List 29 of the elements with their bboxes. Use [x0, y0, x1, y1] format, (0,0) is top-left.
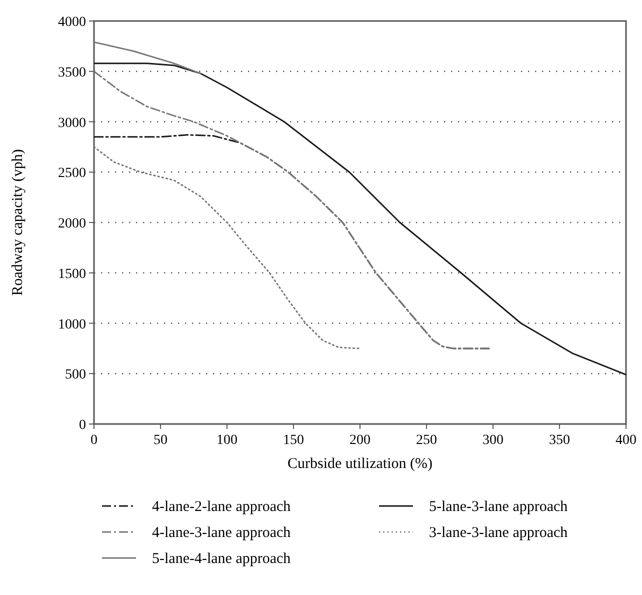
line-series — [94, 62, 626, 376]
y-axis-title: Roadway capacity (vph) — [10, 149, 26, 296]
x-tick-label: 100 — [216, 433, 238, 448]
x-tick-label: 400 — [616, 433, 636, 448]
legend-label: 5-lane-3-lane approach — [429, 499, 568, 515]
x-tick-label: 200 — [350, 433, 370, 448]
legend-label: 4-lane-2-lane approach — [152, 499, 292, 515]
x-tick-label: 250 — [416, 433, 437, 448]
x-tick-label: 300 — [482, 433, 504, 448]
legend-label: 4-lane-3-lane approach — [152, 525, 292, 541]
y-tick-label: 4000 — [58, 15, 86, 30]
y-tick-label: 1000 — [58, 317, 86, 332]
y-tick-label: 500 — [65, 368, 86, 383]
y-tick-label: 3000 — [58, 116, 86, 131]
y-tick-label: 0 — [79, 418, 86, 433]
x-tick-label: 150 — [283, 433, 304, 448]
y-tick-label: 2500 — [58, 166, 86, 182]
line-series — [94, 146, 360, 350]
line-series — [94, 41, 202, 74]
x-axis-title: Curbside utilization (%) — [288, 456, 432, 472]
legend-label: 5-lane-4-lane approach — [152, 551, 292, 567]
legend-label: 3-lane-3-lane approach — [429, 525, 568, 541]
y-tick-label: 1500 — [58, 266, 86, 282]
x-tick-label: 0 — [90, 433, 98, 448]
x-tick-label: 50 — [154, 433, 168, 448]
x-tick-label: 350 — [549, 433, 570, 448]
line-series — [94, 70, 490, 350]
y-tick-label: 3500 — [58, 65, 86, 80]
y-tick-label: 2000 — [58, 216, 86, 232]
